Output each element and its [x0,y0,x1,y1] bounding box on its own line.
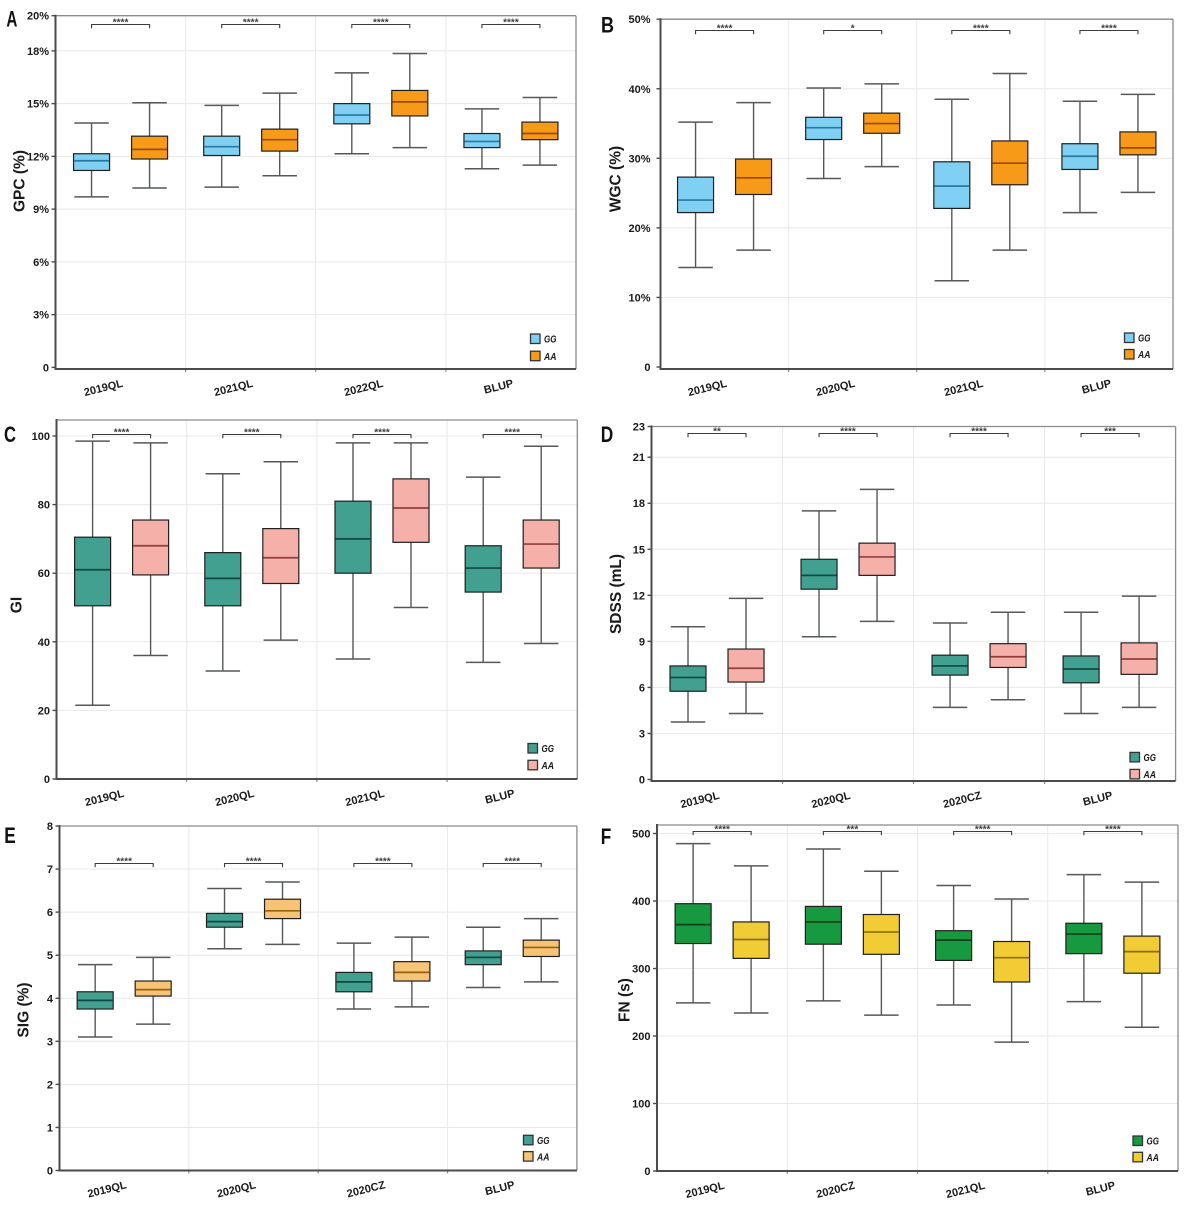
svg-text:GPC (%): GPC (%) [12,150,29,212]
svg-text:AA: AA [1146,1152,1159,1164]
svg-text:****: **** [717,23,733,34]
svg-text:0: 0 [47,1166,53,1178]
svg-text:100: 100 [32,431,50,443]
svg-text:30%: 30% [628,153,650,165]
svg-text:15: 15 [633,544,645,556]
svg-text:B: B [601,13,614,38]
svg-text:C: C [4,422,16,447]
svg-text:20%: 20% [628,223,650,235]
svg-text:AA: AA [541,760,554,772]
svg-text:AA: AA [1143,769,1156,781]
svg-text:WGC (%): WGC (%) [608,146,625,212]
svg-text:****: **** [504,856,520,867]
svg-text:GG: GG [1147,1136,1160,1148]
svg-text:18: 18 [633,498,645,510]
svg-text:12%: 12% [27,151,49,163]
svg-text:***: *** [847,824,859,835]
svg-text:****: **** [113,17,129,28]
svg-text:100: 100 [632,1099,650,1111]
svg-text:60: 60 [38,568,50,580]
svg-text:7: 7 [47,864,53,876]
svg-text:****: **** [1101,23,1117,34]
svg-text:9%: 9% [33,204,49,216]
svg-text:8: 8 [47,821,53,833]
svg-text:0: 0 [44,774,50,786]
svg-text:****: **** [1105,824,1121,835]
svg-text:40: 40 [38,637,50,649]
svg-text:**: ** [713,426,721,437]
svg-text:*: * [851,23,855,34]
svg-text:GI: GI [9,597,26,613]
svg-text:3%: 3% [33,310,49,322]
svg-text:A: A [6,7,17,32]
svg-text:23: 23 [633,422,645,434]
svg-text:400: 400 [632,896,650,908]
svg-text:****: **** [114,427,130,438]
svg-text:6: 6 [47,907,53,919]
svg-text:SDSS (mL): SDSS (mL) [608,554,625,634]
svg-text:50%: 50% [628,14,650,26]
svg-text:****: **** [373,17,389,28]
svg-text:15%: 15% [27,99,49,111]
svg-text:***: *** [1104,426,1116,437]
svg-text:****: **** [243,17,259,28]
svg-text:GG: GG [537,1135,550,1147]
svg-text:GG: GG [544,334,557,346]
svg-text:18%: 18% [27,46,49,58]
svg-text:21: 21 [633,452,645,464]
svg-text:10%: 10% [628,292,650,304]
svg-text:300: 300 [632,964,650,976]
svg-text:80: 80 [38,500,50,512]
svg-text:40%: 40% [628,84,650,96]
svg-text:12: 12 [633,590,645,602]
svg-text:9: 9 [639,636,645,648]
svg-text:****: **** [840,426,856,437]
svg-text:FN (s): FN (s) [617,978,634,1022]
svg-text:****: **** [504,427,520,438]
svg-text:****: **** [973,23,989,34]
svg-text:****: **** [246,856,262,867]
svg-text:4: 4 [47,993,54,1005]
svg-text:E: E [4,823,16,848]
svg-text:D: D [601,422,614,447]
svg-text:3: 3 [47,1036,53,1048]
svg-text:GG: GG [1144,752,1157,764]
svg-text:GG: GG [542,743,555,755]
svg-text:500: 500 [632,829,650,841]
svg-text:0: 0 [43,362,49,374]
svg-text:AA: AA [536,1151,549,1163]
svg-text:1: 1 [47,1122,53,1134]
svg-text:****: **** [714,824,730,835]
svg-text:****: **** [971,426,987,437]
svg-text:20: 20 [38,705,50,717]
svg-text:F: F [601,824,612,849]
svg-text:6%: 6% [33,257,49,269]
svg-text:****: **** [503,17,519,28]
svg-text:****: **** [374,427,390,438]
svg-text:200: 200 [632,1031,650,1043]
svg-text:6: 6 [639,682,645,694]
svg-text:****: **** [375,856,391,867]
svg-text:3: 3 [639,728,645,740]
svg-text:****: **** [975,824,991,835]
svg-text:20%: 20% [27,11,49,23]
svg-text:0: 0 [639,775,645,787]
svg-text:5: 5 [47,950,53,962]
svg-text:AA: AA [543,351,556,363]
svg-text:SIG (%): SIG (%) [16,982,33,1037]
svg-text:0: 0 [644,1166,650,1178]
svg-text:GG: GG [1138,333,1151,345]
svg-text:****: **** [116,856,132,867]
svg-text:2: 2 [47,1079,53,1091]
svg-text:AA: AA [1137,349,1150,361]
svg-text:****: **** [244,427,260,438]
svg-text:0: 0 [644,362,650,374]
